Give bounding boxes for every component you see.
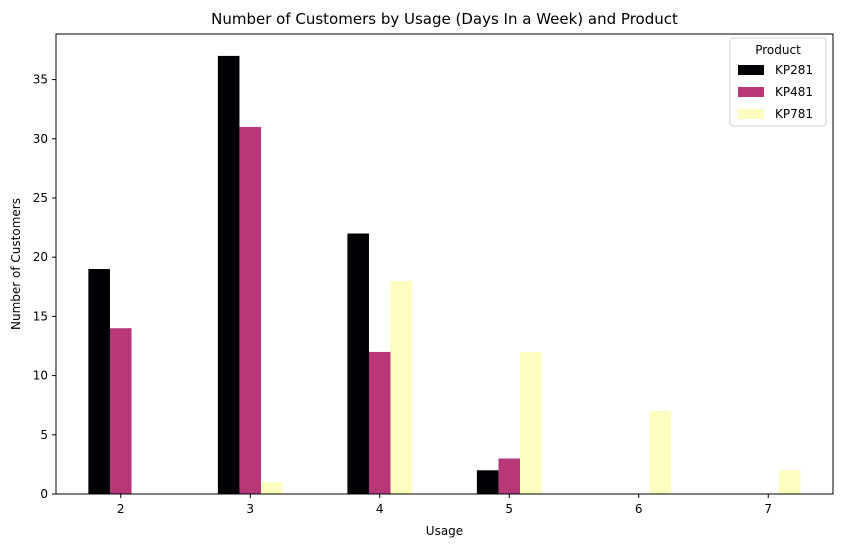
x-tick-label: 3 — [246, 502, 254, 516]
bar-KP281-5 — [476, 470, 499, 494]
x-tick-label: 2 — [117, 502, 125, 516]
y-tick-label: 35 — [33, 73, 48, 87]
bar-KP481-5 — [498, 458, 521, 494]
bar-KP481-3 — [239, 126, 262, 494]
x-tick-label: 5 — [505, 502, 513, 516]
legend-frame — [729, 37, 827, 127]
legend-label-KP781: KP781 — [775, 107, 813, 121]
bar-KP281-4 — [347, 233, 369, 494]
bar-KP781-5 — [520, 351, 542, 494]
bar-KP781-3 — [261, 482, 283, 494]
legend-swatch-KP481 — [738, 87, 764, 97]
x-tick-label: 4 — [376, 502, 384, 516]
legend-label-KP481: KP481 — [775, 85, 813, 99]
bar-KP781-6 — [649, 411, 672, 494]
y-tick-label: 30 — [33, 132, 48, 146]
legend: Product KP281 KP481 KP781 — [729, 37, 827, 127]
y-tick-label: 10 — [33, 369, 48, 383]
y-axis-label: Number of Customers — [9, 198, 23, 330]
y-tick-label: 0 — [40, 487, 48, 501]
legend-swatch-KP281 — [738, 65, 764, 75]
legend-swatch-KP781 — [738, 109, 764, 119]
legend-title: Product — [755, 43, 801, 57]
y-tick-label: 20 — [33, 250, 48, 264]
y-tick-label: 5 — [40, 428, 48, 442]
y-tick-label: 25 — [33, 191, 48, 205]
bar-KP281-3 — [217, 55, 240, 495]
chart-title: Number of Customers by Usage (Days In a … — [211, 10, 678, 28]
x-axis-label: Usage — [426, 524, 463, 538]
bar-KP481-4 — [368, 351, 391, 494]
y-tick-label: 15 — [33, 309, 48, 323]
x-tick-label: 6 — [635, 502, 643, 516]
legend-label-KP281: KP281 — [775, 63, 813, 77]
x-tick-label: 7 — [764, 502, 772, 516]
bar-KP781-4 — [390, 280, 413, 494]
bar-KP281-2 — [88, 269, 110, 494]
bar-KP481-2 — [109, 328, 132, 494]
axes-frame — [55, 33, 834, 495]
bar-KP781-7 — [779, 470, 801, 494]
plot-area: 0 5 10 15 20 25 30 35 2 3 4 5 6 7 — [33, 33, 834, 516]
